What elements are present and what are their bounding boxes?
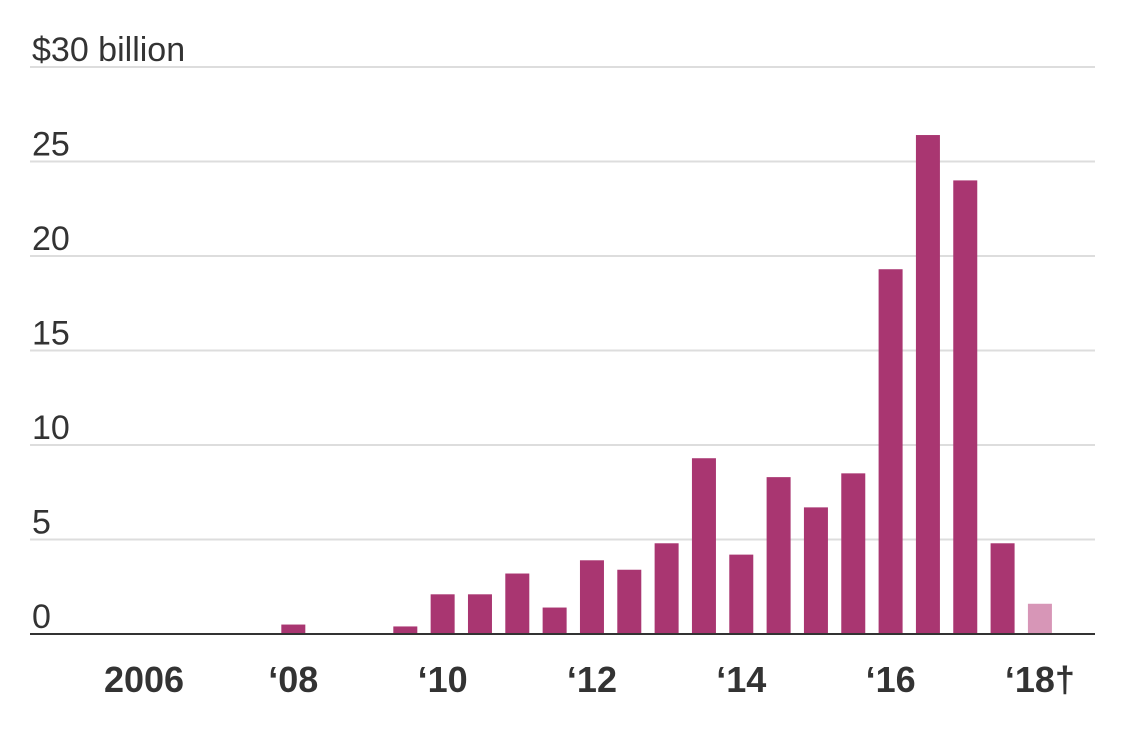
bar bbox=[505, 573, 530, 634]
x-tick-label: ‘08 bbox=[268, 659, 318, 700]
bar bbox=[654, 543, 679, 634]
bar bbox=[766, 477, 791, 634]
bar bbox=[542, 607, 567, 634]
bar bbox=[281, 624, 306, 634]
bar bbox=[393, 626, 418, 634]
bar bbox=[915, 135, 940, 635]
bar bbox=[841, 473, 866, 634]
bar bbox=[1027, 603, 1052, 634]
x-tick-label: ‘12 bbox=[567, 659, 617, 700]
bar bbox=[729, 554, 754, 634]
x-tick-label: 2006 bbox=[104, 659, 184, 700]
y-tick-label: 15 bbox=[32, 315, 70, 353]
y-tick-label: 5 bbox=[32, 504, 51, 542]
bar bbox=[579, 560, 604, 634]
bar bbox=[617, 569, 642, 634]
bar bbox=[803, 507, 828, 634]
bar bbox=[430, 594, 455, 634]
y-tick-label: $30 billion bbox=[32, 31, 185, 69]
x-tick-label: ‘16 bbox=[866, 659, 916, 700]
y-tick-label: 10 bbox=[32, 409, 70, 447]
x-tick-label: ‘10 bbox=[418, 659, 468, 700]
x-tick-label: ‘18† bbox=[1005, 659, 1075, 700]
bar bbox=[467, 594, 492, 634]
bar bbox=[691, 458, 716, 634]
y-tick-label: 25 bbox=[32, 126, 70, 164]
y-tick-label: 0 bbox=[32, 598, 51, 636]
x-tick-label: ‘14 bbox=[716, 659, 766, 700]
bar bbox=[990, 543, 1015, 634]
bar bbox=[953, 180, 978, 634]
y-tick-label: 20 bbox=[32, 220, 70, 258]
bar bbox=[878, 269, 903, 634]
